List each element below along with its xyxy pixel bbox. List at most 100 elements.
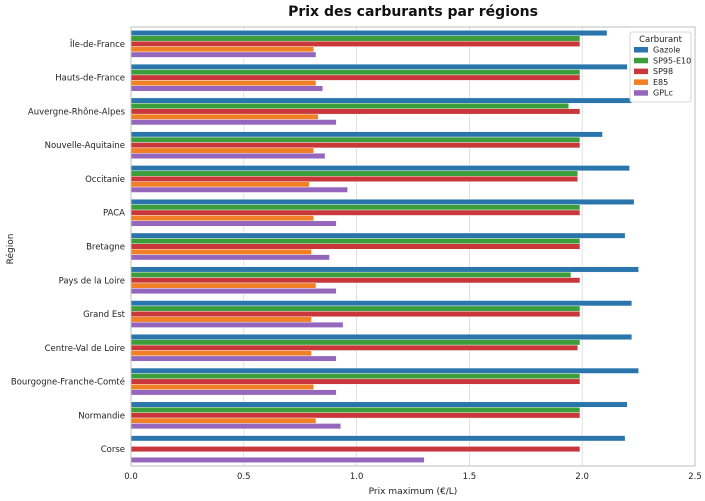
x-tick-label: 1.5 xyxy=(463,472,477,482)
bar-gazole xyxy=(130,63,628,70)
legend-swatch-gplc xyxy=(634,90,648,96)
bar-sp95-e10 xyxy=(130,271,572,278)
bar-gazole xyxy=(130,30,608,36)
legend-swatch-gazole xyxy=(634,47,648,53)
bar-gazole xyxy=(130,97,633,104)
bar-sp98 xyxy=(130,108,581,115)
bar-e85 xyxy=(130,249,312,255)
category-label: PACA xyxy=(103,209,125,219)
bar-sp98 xyxy=(130,378,581,385)
bar-gplc xyxy=(130,153,326,159)
bar-e85 xyxy=(130,147,314,154)
bar-sp95-e10 xyxy=(130,35,581,42)
bar-sp95-e10 xyxy=(130,136,581,143)
bar-gazole xyxy=(130,232,626,239)
bar-sp95-e10 xyxy=(130,204,581,211)
bar-sp98 xyxy=(130,176,578,182)
bar-gplc xyxy=(130,51,317,58)
bar-sp95-e10 xyxy=(130,373,581,380)
bar-gazole xyxy=(130,401,628,408)
legend-label: SP98 xyxy=(653,67,673,76)
bar-sp98 xyxy=(130,142,581,149)
bar-sp95-e10 xyxy=(130,238,581,244)
category-label: Bretagne xyxy=(86,243,125,253)
x-tick-label: 2.0 xyxy=(575,472,589,482)
bar-sp95-e10 xyxy=(130,103,569,109)
category-label: Corse xyxy=(101,445,125,455)
bar-e85 xyxy=(130,384,314,390)
bar-gplc xyxy=(130,254,330,261)
bar-gazole xyxy=(130,435,626,442)
legend-swatch-sp98 xyxy=(634,68,648,75)
bar-sp95-e10 xyxy=(130,339,581,346)
bar-sp95-e10 xyxy=(130,407,581,413)
chart-title: Prix des carburants par régions xyxy=(288,4,538,20)
bar-gplc xyxy=(130,321,344,328)
x-tick-label: 0.5 xyxy=(237,472,251,482)
bar-sp98 xyxy=(130,344,578,351)
bar-e85 xyxy=(130,113,319,120)
category-label: Auvergne-Rhône-Alpes xyxy=(28,106,126,117)
category-label: Île-de-France xyxy=(69,38,125,50)
x-tick-label: 0.0 xyxy=(124,472,138,482)
bar-gazole xyxy=(130,334,633,340)
bar-gplc xyxy=(130,288,337,294)
bar-gplc xyxy=(130,423,342,430)
x-axis-label: Prix maximum (€/L) xyxy=(369,487,458,497)
bar-gazole xyxy=(130,131,603,138)
legend-swatch-e85 xyxy=(634,79,648,85)
bar-sp98 xyxy=(130,40,581,47)
legend-label: GPLc xyxy=(653,89,673,98)
bar-gplc xyxy=(130,85,323,92)
bar-gplc xyxy=(130,119,337,126)
category-label: Occitanie xyxy=(85,175,125,185)
bar-e85 xyxy=(130,46,314,53)
bar-sp98 xyxy=(130,311,581,317)
plot-frame xyxy=(130,26,696,467)
y-axis-label: Région xyxy=(5,234,16,265)
bar-sp98 xyxy=(130,277,581,284)
bar-sp95-e10 xyxy=(130,305,581,312)
category-label: Pays de la Loire xyxy=(59,276,125,286)
bar-gplc xyxy=(130,186,348,193)
x-tick-label: 1.0 xyxy=(350,472,364,482)
bar-gazole xyxy=(130,300,633,307)
bar-gazole xyxy=(130,266,639,273)
bar-sp95-e10 xyxy=(130,170,578,177)
category-label: Nouvelle-Aquitaine xyxy=(45,141,125,151)
bar-sp98 xyxy=(130,209,581,216)
bar-sp98 xyxy=(130,74,581,81)
category-label: Normandie xyxy=(78,411,125,421)
legend-swatch-sp95-e10 xyxy=(634,57,648,64)
category-label: Grand Est xyxy=(83,310,126,320)
bar-e85 xyxy=(130,215,314,222)
legend-label: E85 xyxy=(653,78,668,87)
plot-area: Île-de-France Hauts-de-France Auvergne-Rhô… xyxy=(11,26,702,482)
bar-sp98 xyxy=(130,446,581,453)
bar-e85 xyxy=(130,181,310,188)
bar-e85 xyxy=(130,282,317,289)
bar-gazole xyxy=(130,165,630,172)
bar-sp98 xyxy=(130,412,581,419)
bar-gazole xyxy=(130,199,635,205)
category-label: Bourgogne-Franche-Comté xyxy=(11,377,125,388)
legend-label: Gazole xyxy=(653,46,680,55)
bar-gplc xyxy=(130,355,337,362)
legend-label: SP95-E10 xyxy=(653,56,691,65)
bar-sp98 xyxy=(130,243,581,250)
bar-e85 xyxy=(130,316,312,323)
bar-gazole xyxy=(130,367,639,374)
bar-e85 xyxy=(130,417,317,424)
x-tick-label: 2.5 xyxy=(688,472,702,482)
bar-sp95-e10 xyxy=(130,69,581,76)
category-label: Hauts-de-France xyxy=(55,74,125,84)
bar-gplc xyxy=(130,389,337,396)
bar-e85 xyxy=(130,350,312,357)
category-label: Centre-Val de Loire xyxy=(45,344,125,354)
bar-gplc xyxy=(130,220,337,227)
bar-gplc xyxy=(130,457,425,463)
bar-e85 xyxy=(130,80,317,86)
legend-title: Carburant xyxy=(639,35,683,45)
